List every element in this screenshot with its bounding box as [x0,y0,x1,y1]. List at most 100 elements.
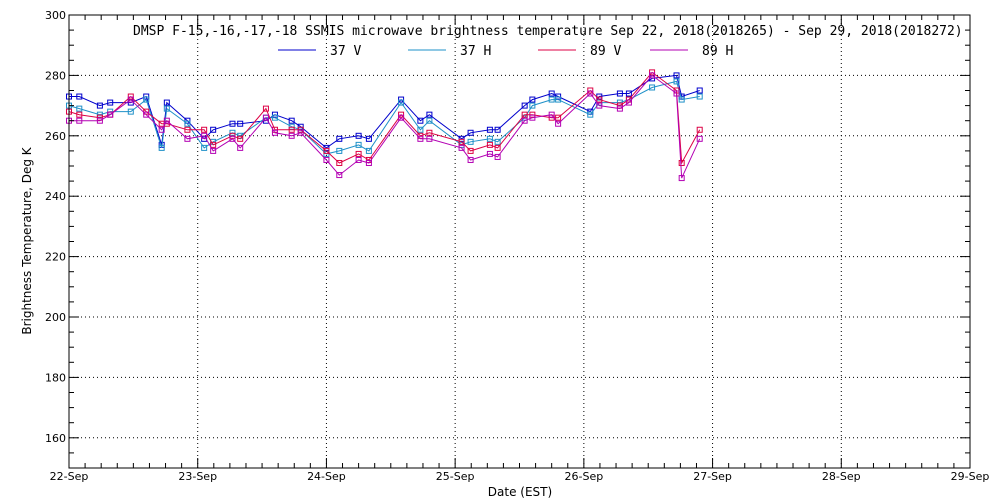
data-point-89v [355,150,362,157]
data-point-37h [587,111,594,118]
data-point-89v [426,129,433,136]
data-point-89h [184,135,191,142]
data-point-37h [398,99,405,106]
data-point-89h [398,114,405,121]
data-point-37v [616,90,623,97]
data-point-37h [673,78,680,85]
data-point-89h [673,90,680,97]
data-point-89h [555,120,562,127]
series-layer [66,69,703,182]
data-point-89v [529,111,536,118]
data-point-89h [297,129,304,136]
data-point-89h [271,129,278,136]
data-point-37v [237,120,244,127]
data-point-37h [355,141,362,148]
data-point-37h [184,120,191,127]
data-point-37v [163,99,170,106]
data-point-37h [467,138,474,145]
data-point-89v [521,111,528,118]
y-tick-label: 200 [45,311,66,324]
data-point-89h [521,117,528,124]
data-point-89h [616,105,623,112]
data-point-37h [426,117,433,124]
legend: 37 V 37 H 89 V 89 H [278,44,733,59]
y-tick-label: 160 [45,432,66,445]
data-point-37h [417,126,424,133]
data-point-89h [323,156,330,163]
data-point-37h [529,102,536,109]
data-point-89h [486,150,493,157]
y-tick-label: 260 [45,130,66,143]
data-point-37h [163,105,170,112]
data-point-89h [262,114,269,121]
data-point-37v [271,111,278,118]
data-point-89h [587,90,594,97]
data-point-89v [494,144,501,151]
y-axis-title: Brightness Temperature, Deg K [20,146,34,334]
data-point-89h [288,132,295,139]
data-point-37v [355,132,362,139]
data-point-37v [467,129,474,136]
data-point-89h [163,117,170,124]
data-point-89h [467,156,474,163]
legend-label-37v: 37 V [330,44,361,59]
plot-frame [68,14,971,469]
data-point-89h [417,135,424,142]
data-point-89h [210,147,217,154]
data-point-37h [158,144,165,151]
x-tick-label: 22-Sep [50,470,89,483]
x-tick-label: 26-Sep [565,470,604,483]
x-tick-label: 24-Sep [307,470,346,483]
data-point-37v [529,96,536,103]
data-point-89h [649,72,656,79]
data-point-89h [201,132,208,139]
data-point-89h [458,144,465,151]
data-point-37h [649,84,656,91]
data-point-37h [365,147,372,154]
y-tick-label: 280 [45,69,66,82]
chart-title: DMSP F-15,-16,-17,-18 SSMIS microwave br… [133,24,963,39]
data-point-89v [696,126,703,133]
data-point-89h [365,159,372,166]
data-point-37h [201,144,208,151]
data-point-89h [548,111,555,118]
data-point-89v [486,141,493,148]
axes: 22-Sep 23-Sep 24-Sep 25-Sep 26-Sep 27-Sep 28-S… [45,9,989,483]
x-tick-label: 23-Sep [178,470,217,483]
data-point-37v [297,123,304,130]
data-point-89h [426,135,433,142]
data-point-37v [210,126,217,133]
data-point-89v [678,159,685,166]
x-axis-title: Date (EST) [488,485,552,499]
data-point-37v [696,87,703,94]
data-point-37v [486,126,493,133]
data-point-37h [127,108,134,115]
data-point-89h [625,99,632,106]
data-point-37v [673,72,680,79]
data-point-89v [336,159,343,166]
series-line-89v [68,71,701,165]
data-point-37h [96,111,103,118]
data-point-89v [76,111,83,118]
data-point-89v [467,147,474,154]
data-point-37v [555,93,562,100]
y-tick-label: 180 [45,371,66,384]
data-point-89v [201,126,208,133]
data-point-37v [417,117,424,124]
y-tick-label: 300 [45,9,66,22]
data-point-89h [96,117,103,124]
data-point-37h [271,114,278,121]
series-line-37h [68,80,700,155]
data-point-37h [336,147,343,154]
data-point-89h [76,117,83,124]
data-point-37h [76,105,83,112]
data-point-37h [696,93,703,100]
series-line-89h [69,74,701,179]
data-point-89h [336,172,343,179]
data-point-89h [158,126,165,133]
legend-label-89h: 89 H [702,44,733,59]
data-point-37v [365,135,372,142]
data-point-89h [127,96,134,103]
data-point-89v [297,126,304,133]
